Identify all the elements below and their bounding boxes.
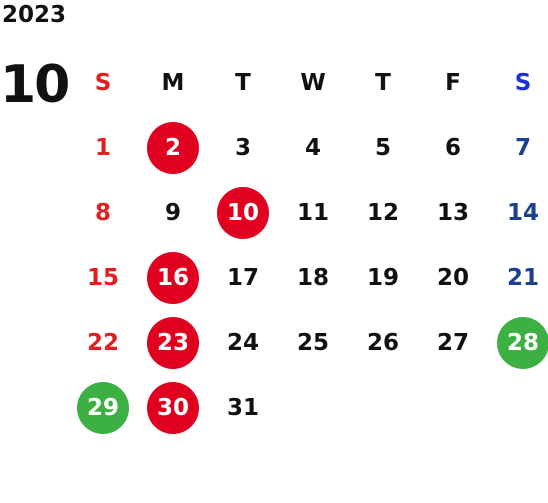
day-cell-30[interactable]: 30 xyxy=(138,375,208,440)
day-cell-29[interactable]: 29 xyxy=(68,375,138,440)
weekday-header-monday: M xyxy=(138,50,208,115)
day-cell-6[interactable]: 6 xyxy=(418,115,488,180)
weekday-label: S xyxy=(514,69,532,96)
day-number: 17 xyxy=(226,264,259,291)
day-cell-24[interactable]: 24 xyxy=(208,310,278,375)
day-number: 6 xyxy=(444,134,461,161)
day-number: 26 xyxy=(366,329,399,356)
day-number: 15 xyxy=(86,264,119,291)
day-cell-26[interactable]: 26 xyxy=(348,310,418,375)
weekday-header-wednesday: W xyxy=(278,50,348,115)
day-number: 7 xyxy=(514,134,531,161)
day-cell-20[interactable]: 20 xyxy=(418,245,488,310)
day-cell-9[interactable]: 9 xyxy=(138,180,208,245)
day-number: 20 xyxy=(436,264,469,291)
day-cell-12[interactable]: 12 xyxy=(348,180,418,245)
weekday-label: M xyxy=(161,69,185,96)
day-number-highlighted: 10 xyxy=(217,186,269,239)
day-cell-31[interactable]: 31 xyxy=(208,375,278,440)
day-number: 8 xyxy=(94,199,111,226)
day-cell-23[interactable]: 23 xyxy=(138,310,208,375)
day-cell-28[interactable]: 28 xyxy=(488,310,548,375)
day-number: 11 xyxy=(296,199,329,226)
year-label: 2023 xyxy=(2,2,67,28)
day-number-highlighted: 30 xyxy=(147,381,199,434)
day-number-highlighted: 29 xyxy=(77,381,129,434)
day-cell-15[interactable]: 15 xyxy=(68,245,138,310)
day-cell-7[interactable]: 7 xyxy=(488,115,548,180)
day-cell-1[interactable]: 1 xyxy=(68,115,138,180)
weekday-header-friday: F xyxy=(418,50,488,115)
day-number: 12 xyxy=(366,199,399,226)
day-cell-25[interactable]: 25 xyxy=(278,310,348,375)
weekday-label: W xyxy=(300,69,326,96)
day-number-highlighted: 2 xyxy=(147,121,199,174)
day-number: 14 xyxy=(506,199,539,226)
month-number: 10 xyxy=(0,55,70,115)
day-number: 31 xyxy=(226,394,259,421)
day-cell-22[interactable]: 22 xyxy=(68,310,138,375)
day-cell-8[interactable]: 8 xyxy=(68,180,138,245)
calendar-grid: S M T W T F S 1 2 3 4 5 6 7 8 9 10 11 12 13 14 15 16 17 18 19 20 21… xyxy=(68,50,548,440)
day-cell-27[interactable]: 27 xyxy=(418,310,488,375)
day-number-highlighted: 28 xyxy=(497,316,548,369)
day-cell-4[interactable]: 4 xyxy=(278,115,348,180)
day-cell-18[interactable]: 18 xyxy=(278,245,348,310)
day-number: 4 xyxy=(304,134,321,161)
day-cell-11[interactable]: 11 xyxy=(278,180,348,245)
day-number: 5 xyxy=(374,134,391,161)
day-cell-17[interactable]: 17 xyxy=(208,245,278,310)
day-number: 24 xyxy=(226,329,259,356)
weekday-header-tuesday: T xyxy=(208,50,278,115)
day-number: 3 xyxy=(234,134,251,161)
weekday-header-thursday: T xyxy=(348,50,418,115)
day-cell-13[interactable]: 13 xyxy=(418,180,488,245)
day-number: 9 xyxy=(164,199,181,226)
weekday-label: F xyxy=(445,69,461,96)
day-cell-2[interactable]: 2 xyxy=(138,115,208,180)
day-number: 13 xyxy=(436,199,469,226)
weekday-label: T xyxy=(235,69,251,96)
day-cell-16[interactable]: 16 xyxy=(138,245,208,310)
day-number: 19 xyxy=(366,264,399,291)
day-number: 25 xyxy=(296,329,329,356)
day-number: 1 xyxy=(94,134,111,161)
weekday-label: S xyxy=(94,69,112,96)
day-number-highlighted: 16 xyxy=(147,251,199,304)
day-number: 27 xyxy=(436,329,469,356)
day-cell-10[interactable]: 10 xyxy=(208,180,278,245)
day-cell-3[interactable]: 3 xyxy=(208,115,278,180)
weekday-label: T xyxy=(375,69,391,96)
weekday-header-saturday: S xyxy=(488,50,548,115)
day-cell-19[interactable]: 19 xyxy=(348,245,418,310)
day-number: 18 xyxy=(296,264,329,291)
day-cell-21[interactable]: 21 xyxy=(488,245,548,310)
day-cell-14[interactable]: 14 xyxy=(488,180,548,245)
day-number: 22 xyxy=(86,329,119,356)
day-number-highlighted: 23 xyxy=(147,316,199,369)
weekday-header-sunday: S xyxy=(68,50,138,115)
day-number: 21 xyxy=(506,264,539,291)
day-cell-5[interactable]: 5 xyxy=(348,115,418,180)
